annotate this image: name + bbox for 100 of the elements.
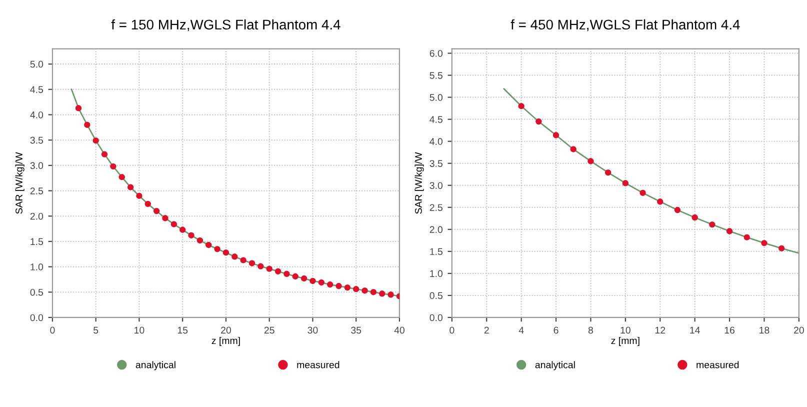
legend-label: analytical bbox=[136, 361, 176, 370]
legend-label: measured bbox=[696, 361, 739, 368]
point bbox=[136, 192, 142, 199]
point bbox=[144, 200, 151, 208]
point bbox=[188, 232, 194, 238]
y-tick-label: 4.5 bbox=[430, 116, 442, 123]
point bbox=[84, 122, 90, 128]
point bbox=[258, 263, 264, 270]
y-tick-label: 5.5 bbox=[430, 72, 442, 79]
y-tick-label: 0.5 bbox=[430, 292, 442, 300]
x-tick-label: 16 bbox=[724, 326, 735, 334]
point bbox=[110, 163, 116, 170]
y-tick-label: 4.0 bbox=[30, 111, 44, 118]
x-tick-label: 8 bbox=[588, 326, 594, 334]
x-tick-label: 35 bbox=[351, 326, 362, 334]
point bbox=[101, 151, 108, 158]
point bbox=[344, 284, 351, 291]
x-axis-title: z [mm] bbox=[611, 336, 640, 346]
x-tick-label: 12 bbox=[655, 326, 666, 334]
point bbox=[640, 190, 646, 196]
point bbox=[300, 275, 308, 282]
y-axis-title: SAR [W/kg]/W bbox=[15, 152, 24, 214]
y-tick-label: 4.0 bbox=[430, 138, 443, 145]
x-tick-label: 25 bbox=[264, 326, 274, 334]
x-tick-label: 6 bbox=[554, 326, 558, 334]
x-tick-label: 0 bbox=[50, 326, 55, 334]
point bbox=[240, 257, 246, 264]
x-tick-label: 10 bbox=[134, 326, 144, 334]
point bbox=[118, 174, 125, 180]
x-tick-label: 20 bbox=[221, 326, 231, 334]
point bbox=[379, 290, 386, 297]
x-tick-label: 40 bbox=[394, 326, 404, 334]
point bbox=[657, 198, 664, 205]
point bbox=[214, 246, 220, 252]
y-tick-label: 3.5 bbox=[30, 136, 44, 144]
point bbox=[622, 180, 629, 186]
y-tick-label: 1.0 bbox=[430, 270, 443, 278]
point bbox=[336, 282, 342, 290]
point bbox=[570, 146, 576, 152]
point bbox=[709, 221, 716, 228]
y-axis-title: SAR [W/kg]/W bbox=[414, 152, 424, 214]
x-tick-label: 20 bbox=[794, 326, 804, 334]
point bbox=[604, 169, 612, 176]
point bbox=[248, 260, 256, 266]
y-tick-label: 2.0 bbox=[30, 212, 44, 220]
point bbox=[726, 228, 733, 234]
point bbox=[388, 292, 394, 298]
y-tick-label: 2.0 bbox=[430, 226, 443, 234]
y-tick-label: 2.5 bbox=[430, 204, 442, 211]
point bbox=[536, 118, 542, 125]
legend-label: analytical bbox=[535, 361, 575, 370]
x-tick-label: 0 bbox=[450, 326, 454, 334]
y-tick-label: 5.0 bbox=[430, 94, 443, 101]
point bbox=[292, 273, 298, 280]
x-tick-label: 10 bbox=[620, 326, 630, 334]
y-tick-label: 3.5 bbox=[430, 160, 442, 167]
point bbox=[75, 105, 82, 112]
y-tick-label: 4.5 bbox=[30, 86, 44, 94]
x-tick-label: 4 bbox=[518, 326, 524, 334]
x-tick-label: 15 bbox=[178, 326, 188, 334]
point bbox=[318, 279, 324, 286]
point bbox=[153, 208, 160, 214]
chart-title: f = 450 MHz,WGLS Flat Phantom 4.4 bbox=[510, 19, 740, 32]
point bbox=[362, 288, 368, 294]
point bbox=[352, 286, 360, 292]
y-tick-label: 3.0 bbox=[430, 182, 443, 189]
point bbox=[266, 266, 272, 272]
legend-label: measured bbox=[297, 361, 340, 368]
x-tick-label: 30 bbox=[308, 326, 318, 334]
point bbox=[232, 254, 238, 260]
y-tick-label: 0.0 bbox=[30, 314, 44, 322]
point bbox=[92, 137, 99, 144]
point bbox=[196, 237, 204, 244]
x-tick-label: 5 bbox=[94, 326, 98, 334]
point bbox=[518, 102, 524, 110]
y-tick-label: 5.0 bbox=[30, 60, 44, 68]
point bbox=[127, 184, 134, 190]
point bbox=[222, 249, 230, 256]
point bbox=[692, 214, 698, 221]
y-tick-label: 1.5 bbox=[430, 248, 442, 256]
point bbox=[170, 221, 178, 228]
point bbox=[326, 281, 334, 288]
point bbox=[179, 226, 186, 233]
line-series bbox=[503, 88, 799, 254]
point bbox=[370, 289, 377, 296]
point bbox=[284, 270, 290, 277]
y-tick-label: 6.0 bbox=[430, 50, 443, 57]
y-tick-label: 0.5 bbox=[30, 288, 44, 296]
y-tick-label: 1.0 bbox=[30, 264, 44, 270]
x-axis-title: z [mm] bbox=[212, 336, 240, 346]
y-tick-label: 3.0 bbox=[30, 162, 44, 170]
point bbox=[744, 234, 750, 240]
x-tick-label: 18 bbox=[760, 326, 770, 334]
point bbox=[588, 158, 594, 164]
point bbox=[162, 215, 168, 222]
y-tick-label: 1.5 bbox=[30, 238, 44, 246]
point bbox=[674, 206, 681, 214]
chart-title: f = 150 MHz,WGLS Flat Phantom 4.4 bbox=[111, 19, 340, 32]
x-tick-label: 14 bbox=[690, 326, 700, 334]
point bbox=[778, 245, 785, 252]
